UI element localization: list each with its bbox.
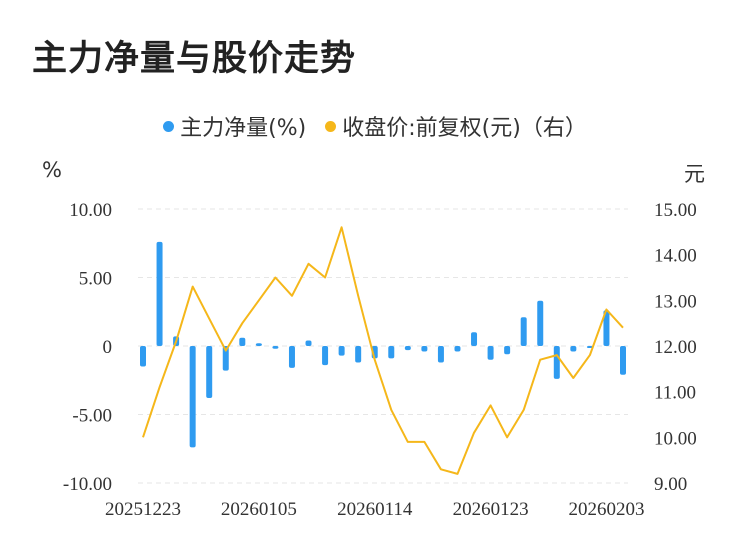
y-tick-label-left: 0: [103, 337, 113, 358]
bar: [570, 346, 577, 352]
x-tick-label: 20260123: [453, 499, 529, 520]
legend-dot-icon-price: [325, 120, 337, 132]
y-tick-label-left: 10.00: [69, 200, 112, 221]
bar: [388, 346, 395, 359]
bar: [140, 346, 146, 367]
bar: [586, 346, 593, 348]
bar: [404, 346, 411, 351]
bar: [421, 346, 428, 352]
x-tick-label: 20260114: [337, 499, 413, 520]
bar: [454, 346, 461, 352]
bar: [338, 346, 345, 356]
legend-item-price[interactable]: 收盘价:前复权(元)（右）: [325, 110, 587, 142]
bar: [504, 346, 511, 355]
bar: [305, 340, 312, 346]
legend-label-net: 主力净量(%): [180, 116, 307, 141]
bar: [255, 343, 262, 346]
y-tick-label-left: 5.00: [79, 269, 112, 290]
bar: [520, 317, 527, 346]
y-tick-label-right: 10.00: [654, 428, 697, 449]
x-tick-label: 20251223: [105, 499, 181, 520]
bar: [537, 300, 544, 346]
bar: [471, 332, 478, 346]
y-tick-label-right: 14.00: [654, 246, 697, 267]
bar: [437, 346, 444, 363]
price-line: [142, 226, 624, 475]
y-tick-label-left: -5.00: [72, 406, 112, 427]
legend-item-net[interactable]: 主力净量(%): [163, 110, 306, 142]
bar: [553, 346, 560, 379]
y-tick-label-right: 15.00: [654, 200, 697, 221]
bar: [272, 346, 279, 349]
chart-title: 主力净量与股价走势: [32, 39, 357, 79]
bar: [156, 241, 163, 346]
bar: [322, 346, 329, 366]
bar: [239, 337, 246, 346]
bar: [603, 310, 610, 346]
y-tick-label-left: -10.00: [63, 474, 112, 495]
legend-label-price: 收盘价:前复权(元)（右）: [342, 116, 587, 141]
bar: [355, 346, 362, 363]
bar: [288, 346, 295, 368]
right-axis-unit: 元: [684, 162, 705, 186]
bar: [222, 346, 229, 371]
bar: [620, 346, 626, 375]
bar: [487, 346, 494, 360]
x-tick-label: 20260203: [568, 499, 644, 520]
legend-dot-icon-net: [163, 120, 175, 132]
bar: [189, 346, 196, 448]
left-axis-unit: %: [42, 158, 62, 182]
y-tick-label-right: 13.00: [654, 291, 697, 312]
chart-legend: 主力净量(%) 收盘价:前复权(元)（右）: [0, 110, 750, 142]
x-tick-label: 20260105: [221, 499, 297, 520]
bar: [206, 346, 213, 399]
y-tick-label-right: 12.00: [654, 337, 697, 358]
y-tick-label-right: 9.00: [654, 474, 687, 495]
y-tick-label-right: 11.00: [654, 383, 696, 404]
